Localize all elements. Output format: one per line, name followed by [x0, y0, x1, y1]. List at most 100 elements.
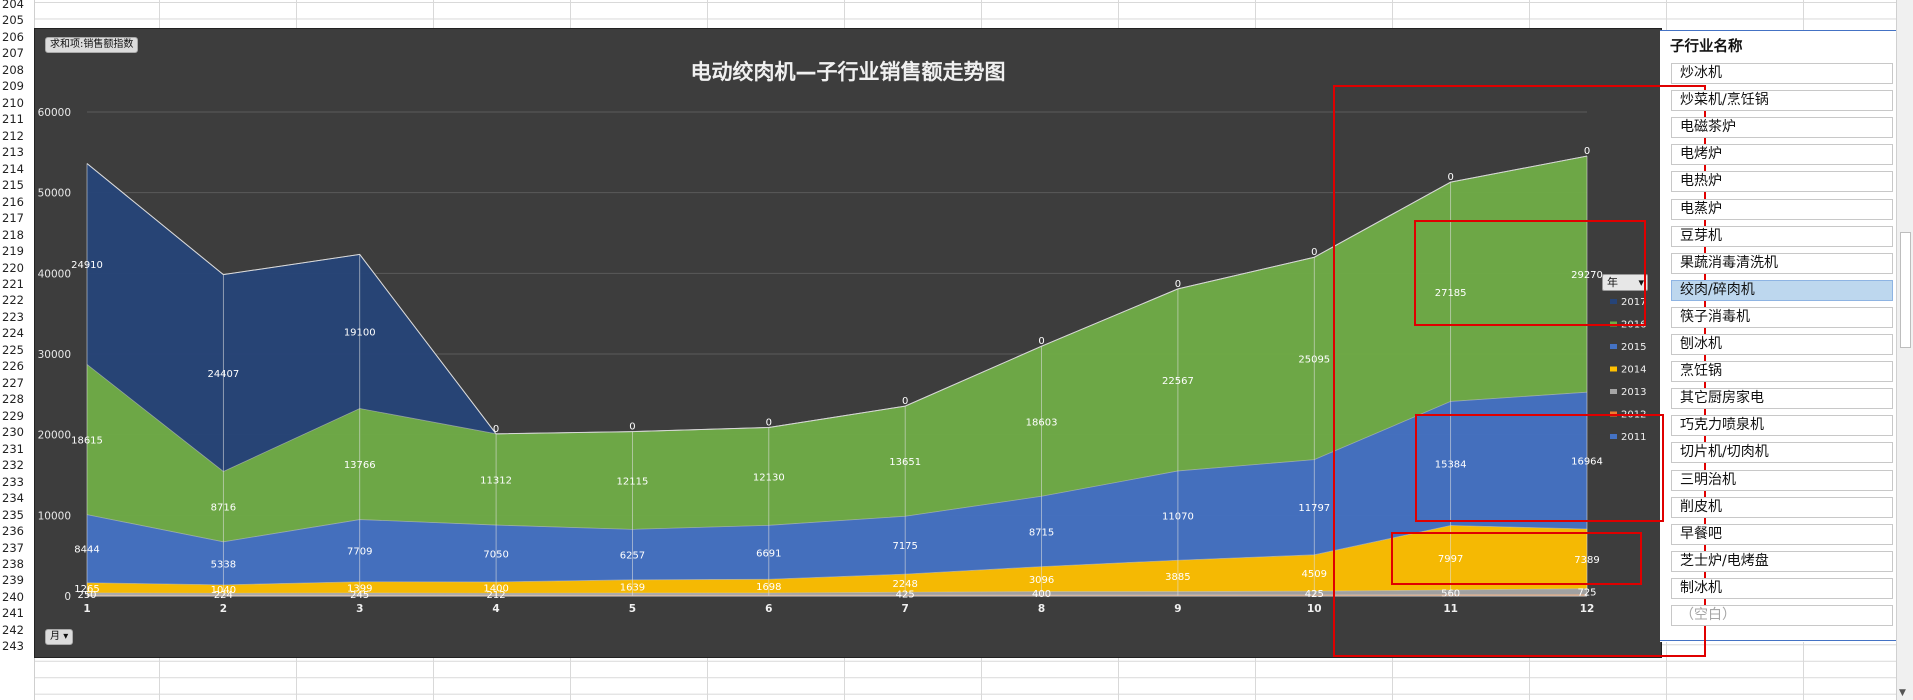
legend-label: 2015	[1621, 342, 1646, 353]
x-tick-label: 5	[629, 603, 636, 615]
row-number[interactable]: 219	[2, 244, 24, 259]
month-field-button[interactable]: 月 ▾	[45, 629, 74, 645]
legend-label: 2017	[1621, 297, 1646, 308]
data-label: 1400	[483, 584, 508, 595]
row-number[interactable]: 207	[2, 46, 24, 61]
data-label: 8715	[1029, 527, 1054, 538]
row-number[interactable]: 222	[2, 293, 24, 308]
data-label: 22567	[1162, 376, 1194, 387]
row-number[interactable]: 231	[2, 441, 24, 456]
row-number[interactable]: 232	[2, 458, 24, 473]
y-tick-label: 10000	[38, 510, 71, 522]
row-number[interactable]: 209	[2, 79, 24, 94]
row-number[interactable]: 221	[2, 276, 24, 291]
legend-swatch	[1610, 389, 1617, 394]
data-label: 18615	[71, 436, 103, 447]
data-label: 0	[1584, 146, 1590, 157]
row-number[interactable]: 211	[2, 112, 24, 127]
slicer-item[interactable]: （空白）	[1671, 605, 1893, 626]
data-label: 5338	[211, 559, 236, 570]
row-number[interactable]: 216	[2, 194, 24, 209]
row-number[interactable]: 215	[2, 178, 24, 193]
row-number[interactable]: 204	[2, 0, 24, 11]
slicer-item[interactable]: 芝士炉/电烤盘	[1671, 550, 1893, 572]
slicer-item[interactable]: 制冰机	[1671, 577, 1893, 599]
row-number[interactable]: 227	[2, 375, 24, 390]
value-field-button[interactable]: 求和项:销售额指数	[45, 37, 139, 53]
row-number[interactable]: 206	[2, 29, 24, 44]
slicer-item[interactable]: 切片机/切肉机	[1671, 442, 1893, 464]
row-number[interactable]: 212	[2, 128, 24, 143]
chart-title: 电动绞肉机—子行业销售额走势图	[691, 60, 1006, 84]
data-label: 13651	[889, 457, 921, 468]
data-label: 25095	[1298, 354, 1330, 365]
row-number[interactable]: 240	[2, 589, 24, 604]
row-number[interactable]: 229	[2, 408, 24, 423]
row-number[interactable]: 234	[2, 491, 24, 506]
slicer-item[interactable]: 刨冰机	[1671, 334, 1893, 355]
row-number[interactable]: 208	[2, 62, 24, 77]
row-number[interactable]: 233	[2, 474, 24, 489]
x-tick-label: 4	[492, 603, 499, 615]
slicer-item[interactable]: 电蒸炉	[1671, 198, 1893, 220]
x-tick-label: 12	[1580, 603, 1595, 615]
y-tick-label: 60000	[38, 107, 71, 119]
scroll-down-arrow-icon[interactable]: ▼	[1899, 688, 1906, 698]
pivot-chart[interactable]: 电动绞肉机—子行业销售额走势图 0 10000 20000 30000 40000 5000…	[34, 28, 1662, 658]
slicer-item[interactable]: 豆芽机	[1671, 225, 1893, 247]
row-number[interactable]: 235	[2, 507, 24, 522]
legend-swatch	[1610, 434, 1617, 439]
data-label: 1040	[211, 585, 236, 596]
row-number[interactable]: 239	[2, 573, 24, 588]
data-label: 7997	[1438, 554, 1463, 565]
data-label: 4509	[1302, 569, 1327, 580]
row-number[interactable]: 223	[2, 309, 24, 324]
data-label: 13766	[344, 460, 376, 471]
row-number[interactable]: 217	[2, 211, 24, 226]
row-number[interactable]: 228	[2, 392, 24, 407]
slicer-item[interactable]: 巧克力喷泉机	[1671, 415, 1893, 437]
row-number[interactable]: 213	[2, 145, 24, 160]
slicer-item[interactable]: 早餐吧	[1671, 523, 1893, 545]
row-number[interactable]: 205	[2, 13, 24, 28]
slicer-item[interactable]: 电磁茶炉	[1671, 117, 1893, 139]
slicer-item[interactable]: 果蔬消毒清洗机	[1671, 252, 1893, 274]
scrollbar-thumb[interactable]	[1900, 232, 1911, 348]
slicer-item[interactable]: 其它厨房家电	[1671, 388, 1893, 410]
row-number[interactable]: 225	[2, 342, 24, 357]
row-number[interactable]: 220	[2, 260, 24, 275]
row-number[interactable]: 224	[2, 326, 24, 341]
slicer-title: 子行业名称	[1670, 39, 1743, 55]
row-number[interactable]: 230	[2, 425, 24, 440]
legend-label: 2011	[1621, 432, 1646, 443]
annotation-box	[1414, 220, 1646, 326]
year-field-button[interactable]: 年 ▾	[1602, 274, 1648, 291]
row-number[interactable]: 226	[2, 359, 24, 374]
data-label: 3885	[1165, 572, 1190, 583]
row-number[interactable]: 238	[2, 556, 24, 571]
row-number[interactable]: 214	[2, 161, 24, 176]
slicer-item[interactable]: 电热炉	[1671, 171, 1893, 193]
row-headers: 204 205 206 207 208 209 210 211 212 213 214 215 216 2…	[0, 0, 35, 700]
slicer-item[interactable]: 绞肉/碎肉机	[1671, 279, 1893, 301]
row-number[interactable]: 242	[2, 622, 24, 637]
slicer-item[interactable]: 烹饪锅	[1671, 361, 1893, 383]
row-number[interactable]: 243	[2, 639, 24, 654]
legend-label: 2014	[1621, 365, 1646, 376]
series-boundary	[86, 594, 1588, 596]
data-label: 0	[902, 396, 908, 407]
data-label: 8444	[74, 545, 99, 556]
slicer-item[interactable]: 筷子消毒机	[1671, 306, 1893, 328]
vertical-scrollbar[interactable]	[1896, 0, 1913, 700]
series-boundary	[86, 155, 1588, 435]
slicer-item[interactable]: 电烤炉	[1671, 144, 1893, 166]
slicer-item[interactable]: 炒冰机	[1671, 63, 1893, 84]
row-number[interactable]: 236	[2, 524, 24, 539]
slicer-item[interactable]: 削皮机	[1671, 496, 1893, 518]
row-number[interactable]: 218	[2, 227, 24, 242]
row-number[interactable]: 241	[2, 606, 24, 621]
row-number[interactable]: 237	[2, 540, 24, 555]
slicer-item[interactable]: 炒菜机/烹饪锅	[1671, 90, 1893, 112]
row-number[interactable]: 210	[2, 95, 24, 110]
slicer-item[interactable]: 三明治机	[1671, 469, 1893, 491]
